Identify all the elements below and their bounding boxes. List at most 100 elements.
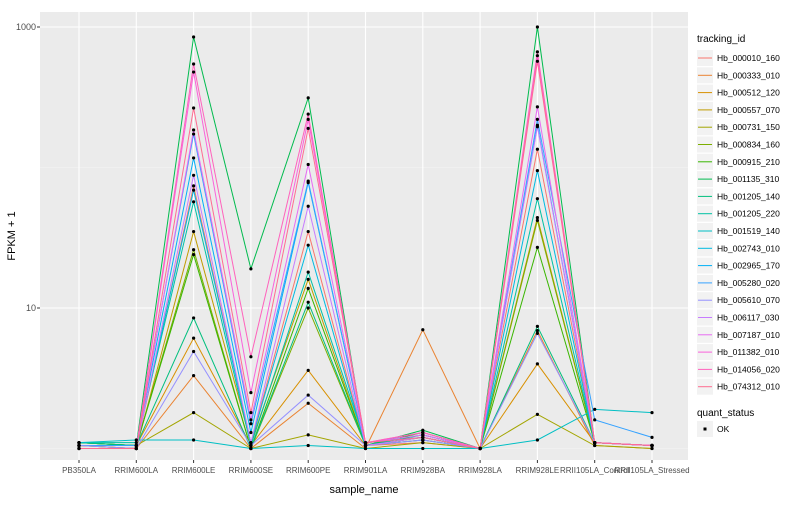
- data-point: [421, 438, 425, 442]
- x-tick-label: RRIM901LA: [344, 466, 388, 475]
- data-point: [535, 412, 540, 416]
- data-point: [192, 128, 196, 132]
- grid-lines: [40, 12, 688, 460]
- x-tick-label: RRIM928LE: [516, 466, 560, 475]
- data-point: [77, 443, 81, 448]
- data-point: [134, 441, 138, 445]
- legend-label: Hb_001519_140: [717, 226, 780, 236]
- data-point: [535, 218, 540, 223]
- legend-title: tracking_id: [697, 34, 745, 45]
- data-point: [249, 390, 253, 395]
- data-point: [306, 117, 310, 121]
- data-point: [306, 243, 310, 247]
- data-point: [535, 125, 540, 129]
- legend-label: Hb_006117_030: [717, 313, 780, 323]
- data-point: [535, 169, 540, 173]
- data-point: [249, 267, 253, 271]
- data-point: [478, 446, 482, 451]
- data-point: [535, 54, 540, 58]
- data-point: [650, 446, 654, 451]
- data-point: [306, 286, 310, 290]
- data-point: [650, 411, 654, 415]
- data-point: [306, 229, 310, 234]
- data-point: [192, 252, 196, 257]
- x-tick-label: RRIM600LA: [115, 466, 159, 475]
- data-point: [192, 132, 196, 136]
- data-point: [192, 248, 196, 252]
- data-point: [535, 197, 540, 201]
- data-point: [192, 173, 196, 177]
- data-point: [192, 438, 196, 442]
- data-point: [535, 331, 540, 335]
- legend-label: Hb_074312_010: [717, 382, 780, 392]
- point-legend-label: OK: [717, 424, 730, 434]
- data-point: [192, 336, 196, 340]
- data-point: [306, 300, 310, 304]
- data-point: [249, 441, 253, 445]
- data-point: [192, 106, 196, 110]
- legend-label: Hb_014056_020: [717, 364, 780, 374]
- data-point: [593, 407, 597, 411]
- data-point: [363, 443, 368, 448]
- data-point: [306, 306, 310, 310]
- data-point: [306, 368, 310, 372]
- data-point: [535, 59, 540, 63]
- data-point: [535, 362, 540, 366]
- x-axis: PB350LA RRIM600LA RRIM600LE RRIM600SE RRIM60…: [62, 460, 690, 475]
- data-point: [306, 162, 310, 167]
- plot-panel: [40, 12, 688, 460]
- data-point: [535, 117, 540, 121]
- data-point: [134, 446, 138, 451]
- x-tick-label: RRIM928LA: [458, 466, 502, 475]
- legend-label: Hb_011382_010: [717, 347, 780, 357]
- data-point: [306, 401, 310, 405]
- data-point: [249, 430, 253, 435]
- data-point: [535, 245, 540, 249]
- data-point: [535, 324, 540, 328]
- data-point: [306, 179, 310, 183]
- x-tick-label: RRIM600LE: [172, 466, 216, 475]
- data-point: [306, 277, 310, 281]
- data-point: [77, 446, 81, 451]
- data-point: [421, 430, 425, 435]
- data-point: [421, 428, 425, 432]
- data-point: [650, 435, 654, 439]
- x-axis-title: sample_name: [329, 484, 398, 496]
- data-point: [306, 126, 310, 130]
- data-point: [192, 200, 196, 204]
- data-point: [363, 441, 368, 445]
- y-axis-title: FPKM + 1: [6, 211, 18, 260]
- data-point: [535, 50, 540, 54]
- data-point: [535, 25, 540, 29]
- x-tick-label: RRIM600SE: [229, 466, 273, 475]
- legend-label: Hb_000333_010: [717, 70, 780, 80]
- data-point: [363, 446, 368, 451]
- data-point: [306, 204, 310, 208]
- data-point: [421, 446, 425, 451]
- x-tick-label: RRII105LA_Control: [560, 466, 630, 475]
- data-point: [593, 441, 597, 445]
- data-point: [192, 156, 196, 160]
- data-point: [249, 418, 253, 422]
- data-point: [192, 316, 196, 320]
- legend-label: Hb_002965_170: [717, 261, 780, 271]
- point-legend-title: quant_status: [697, 408, 754, 419]
- legend-label: Hb_001205_140: [717, 191, 780, 201]
- data-point: [192, 349, 196, 354]
- data-point: [306, 96, 310, 100]
- data-point: [249, 422, 253, 426]
- data-point: [77, 441, 81, 445]
- y-tick-label: 10: [26, 303, 36, 313]
- data-point: [249, 355, 253, 359]
- data-point: [421, 433, 425, 437]
- legend-label: Hb_000010_160: [717, 53, 780, 63]
- x-tick-label: RRII105LA_Stressed: [614, 466, 689, 475]
- legend-label: Hb_000834_160: [717, 140, 780, 150]
- legend-label: Hb_000915_210: [717, 157, 780, 167]
- data-point: [593, 443, 597, 448]
- data-points: [77, 25, 654, 451]
- data-point: [192, 184, 196, 188]
- legend-label: Hb_007187_010: [717, 330, 780, 340]
- data-point: [192, 374, 196, 378]
